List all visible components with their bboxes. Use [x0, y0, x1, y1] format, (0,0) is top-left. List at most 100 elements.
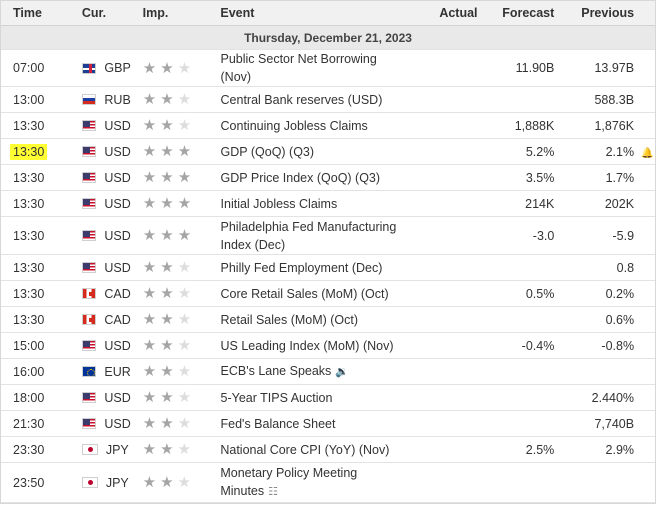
event-name[interactable]: Public Sector Net Borrowing (Nov) — [221, 50, 411, 86]
event-previous: 0.6% — [605, 312, 635, 327]
event-name[interactable]: GDP Price Index (QoQ) (Q3) — [221, 169, 411, 187]
event-previous: 2.1% — [605, 144, 635, 159]
star-icon: ★ — [177, 285, 192, 302]
event-name[interactable]: Monetary Policy Meeting Minutes ☷ — [220, 464, 410, 501]
star-icon: ★ — [142, 337, 157, 354]
event-time: 21:30 — [1, 417, 69, 431]
event-name-line: Continuing Jobless Claims — [221, 117, 405, 135]
event-time: 13:30 — [1, 261, 69, 275]
star-icon: ★ — [142, 117, 157, 134]
economic-calendar-table: Time Cur. Imp. Event Actual Forecast Pre… — [0, 0, 656, 504]
currency-code: USD — [104, 390, 131, 405]
us-flag-icon — [81, 340, 97, 351]
event-time: 13:30 — [1, 229, 69, 243]
event-name[interactable]: Initial Jobless Claims — [221, 195, 411, 213]
event-name-line: Philly Fed Employment (Dec) — [221, 259, 405, 277]
event-name[interactable]: Retail Sales (MoM) (Oct) — [221, 311, 411, 329]
star-icon: ★ — [142, 91, 157, 108]
star-icon: ★ — [160, 259, 174, 276]
importance-stars: ★ ★ ★ — [131, 144, 221, 159]
currency-code: USD — [104, 416, 131, 431]
table-row[interactable]: 13:00 RUB ★ ★ ★ Central Bank reserves (USD) 58… — [1, 87, 655, 113]
event-currency: USD — [69, 197, 131, 211]
importance-stars: ★ ★ ★ — [131, 118, 221, 133]
event-time: 23:50 — [1, 476, 69, 490]
star-icon: ★ — [160, 415, 174, 432]
star-icon: ★ — [160, 91, 174, 108]
star-icon: ★ — [142, 415, 157, 432]
table-row[interactable]: 13:30 USD ★ ★ ★ Philly Fed Employment (Dec) 0.… — [1, 255, 655, 281]
event-previous: 13.97B — [594, 61, 635, 75]
event-time: 23:30 — [1, 443, 69, 457]
table-row[interactable]: 13:30 CAD ★ ★ ★ Retail Sales (MoM) (Oct) 0.6% — [1, 307, 655, 333]
bell-plus-icon[interactable]: 🔔 — [641, 147, 654, 159]
document-icon: ☷ — [268, 486, 279, 498]
table-row[interactable]: 16:00 EUR ★ ★ ★ ECB's Lane Speaks 🔉 — [1, 359, 655, 385]
gb-flag-icon — [81, 62, 97, 74]
star-icon: ★ — [160, 227, 174, 244]
event-name[interactable]: US Leading Index (MoM) (Nov) — [221, 337, 411, 355]
star-icon: ★ — [177, 389, 192, 406]
table-row[interactable]: 13:30 USD ★ ★ ★ GDP (QoQ) (Q3) 5.2% 2.1% 🔔 — [1, 139, 655, 165]
event-name-line: Public Sector Net Borrowing — [221, 50, 405, 68]
table-row[interactable]: 13:30 USD ★ ★ ★ Continuing Jobless Claims 1,88… — [1, 113, 655, 139]
event-name[interactable]: Core Retail Sales (MoM) (Oct) — [221, 285, 411, 303]
table-row[interactable]: 18:00 USD ★ ★ ★ 5-Year TIPS Auction 2.440% — [1, 385, 655, 411]
event-forecast: -3.0 — [532, 228, 555, 243]
event-name[interactable]: Philadelphia Fed Manufacturing Index (Dec… — [221, 218, 411, 254]
table-row[interactable]: 23:50 JPY ★ ★ ★ Monetary Policy Meeting Minute… — [1, 463, 655, 503]
table-header: Time Cur. Imp. Event Actual Forecast Pre… — [1, 1, 655, 26]
event-name-line: ECB's Lane Speaks 🔉 — [221, 362, 405, 381]
event-name[interactable]: National Core CPI (YoY) (Nov) — [220, 441, 410, 459]
event-currency: JPY — [69, 476, 131, 490]
event-name[interactable]: GDP (QoQ) (Q3) — [221, 143, 411, 161]
event-currency: USD — [69, 171, 131, 185]
table-row[interactable]: 13:30 USD ★ ★ ★ Initial Jobless Claims 214K 202… — [1, 191, 655, 217]
table-row[interactable]: 23:30 JPY ★ ★ ★ National Core CPI (YoY) (Nov)… — [1, 437, 655, 463]
importance-stars: ★ ★ ★ — [131, 338, 221, 353]
star-icon: ★ — [142, 195, 157, 212]
event-name[interactable]: Continuing Jobless Claims — [221, 117, 411, 135]
event-name[interactable]: Philly Fed Employment (Dec) — [221, 259, 411, 277]
table-row[interactable]: 07:00 GBP ★ ★ ★ Public Sector Net Borrowing (N… — [1, 50, 655, 87]
event-name-text: Continuing Jobless Claims — [220, 118, 368, 133]
event-previous: 588.3B — [594, 92, 635, 107]
day-separator: Thursday, December 21, 2023 — [1, 26, 655, 50]
event-previous: 7,740B — [594, 416, 635, 431]
event-name[interactable]: Central Bank reserves (USD) — [221, 91, 411, 109]
event-time: 13:30 — [1, 313, 69, 327]
event-name[interactable]: 5-Year TIPS Auction — [221, 389, 411, 407]
jp-flag-icon — [81, 444, 98, 455]
event-forecast: 0.5% — [525, 286, 555, 301]
ru-flag-icon — [81, 94, 97, 105]
currency-code: USD — [104, 338, 131, 353]
star-icon: ★ — [160, 143, 174, 160]
eu-flag-icon — [81, 366, 97, 377]
event-time-text: 13:30 — [13, 170, 45, 185]
event-forecast: 3.5% — [525, 170, 555, 185]
importance-stars: ★ ★ ★ — [131, 170, 221, 185]
event-alert[interactable]: 🔔 — [640, 145, 655, 159]
table-row[interactable]: 13:30 USD ★ ★ ★ Philadelphia Fed Manufacturin… — [1, 217, 655, 255]
event-name-text: Index (Dec) — [220, 237, 286, 252]
star-icon: ★ — [177, 363, 192, 380]
header-forecast: Forecast — [502, 6, 555, 20]
ca-flag-icon — [81, 288, 97, 299]
event-name-line: Minutes ☷ — [220, 482, 404, 501]
table-row[interactable]: 13:30 USD ★ ★ ★ GDP Price Index (QoQ) (Q3) 3.5… — [1, 165, 655, 191]
event-name[interactable]: ECB's Lane Speaks 🔉 — [221, 362, 411, 381]
star-icon: ★ — [177, 195, 192, 212]
event-currency: USD — [69, 417, 131, 431]
event-time-text: 13:30 — [13, 286, 45, 301]
currency-code: USD — [104, 170, 131, 185]
importance-stars: ★ ★ ★ — [131, 260, 221, 275]
table-row[interactable]: 15:00 USD ★ ★ ★ US Leading Index (MoM) (Nov) -… — [1, 333, 655, 359]
event-time: 13:30 — [1, 287, 69, 301]
star-icon: ★ — [160, 195, 174, 212]
event-name[interactable]: Fed's Balance Sheet — [221, 415, 411, 433]
event-forecast: -0.4% — [521, 338, 555, 353]
star-icon: ★ — [142, 169, 157, 186]
currency-code: USD — [104, 260, 131, 275]
table-row[interactable]: 13:30 CAD ★ ★ ★ Core Retail Sales (MoM) (Oct)… — [1, 281, 655, 307]
table-row[interactable]: 21:30 USD ★ ★ ★ Fed's Balance Sheet 7,740B — [1, 411, 655, 437]
